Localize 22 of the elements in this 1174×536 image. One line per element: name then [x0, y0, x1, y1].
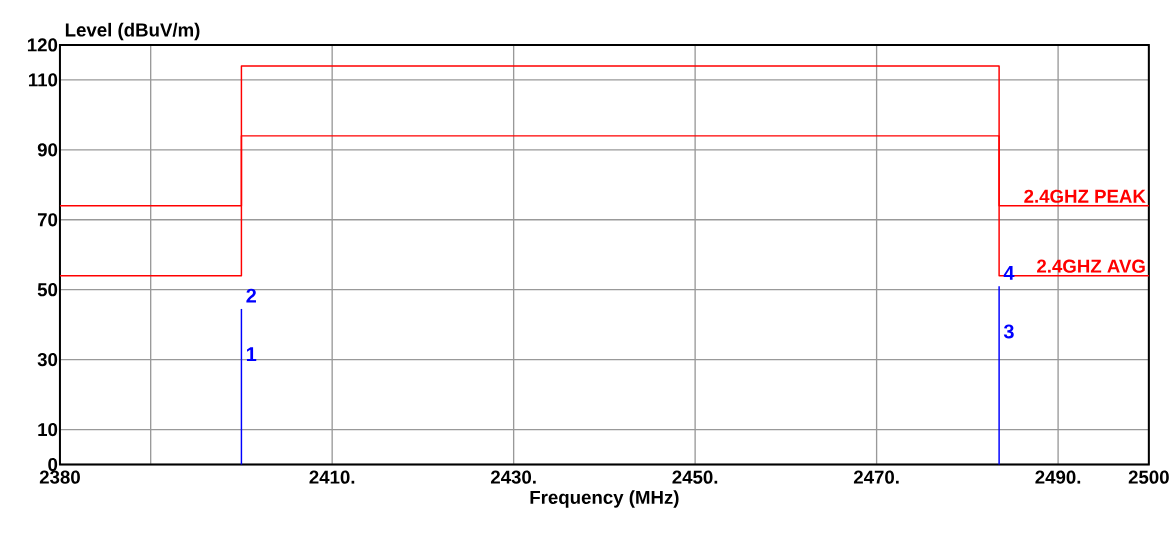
y-axis-title: Level (dBuV/m): [65, 22, 200, 41]
x-tick-label: 2450.: [672, 470, 718, 484]
y-tick-label: 50: [37, 282, 58, 297]
annotation: 2: [246, 288, 256, 303]
x-tick-label: 2500: [1128, 470, 1169, 484]
y-tick-label: 10: [38, 422, 58, 436]
x-tick-label: 2380: [39, 470, 80, 484]
series-label: 2.4GHZ PEAK: [1024, 189, 1146, 203]
series-label: 2.4GHZ AVG: [1037, 259, 1145, 273]
y-tick-label: 30: [37, 352, 58, 367]
y-tick-label: 70: [37, 212, 58, 227]
x-tick-label: 2410.: [309, 470, 355, 484]
x-axis-title: Frequency (MHz): [530, 490, 679, 508]
annotation: 3: [1003, 324, 1014, 339]
annotation: 1: [246, 347, 257, 361]
x-tick-label: 2490.: [1035, 470, 1081, 484]
y-tick-label: 0: [48, 457, 58, 471]
x-tick-label: 2430.: [490, 470, 536, 484]
x-tick-label: 2470.: [853, 470, 899, 484]
y-tick-label: 110: [28, 73, 58, 87]
y-tick-label: 120: [27, 38, 58, 52]
y-tick-label: 90: [37, 143, 58, 157]
